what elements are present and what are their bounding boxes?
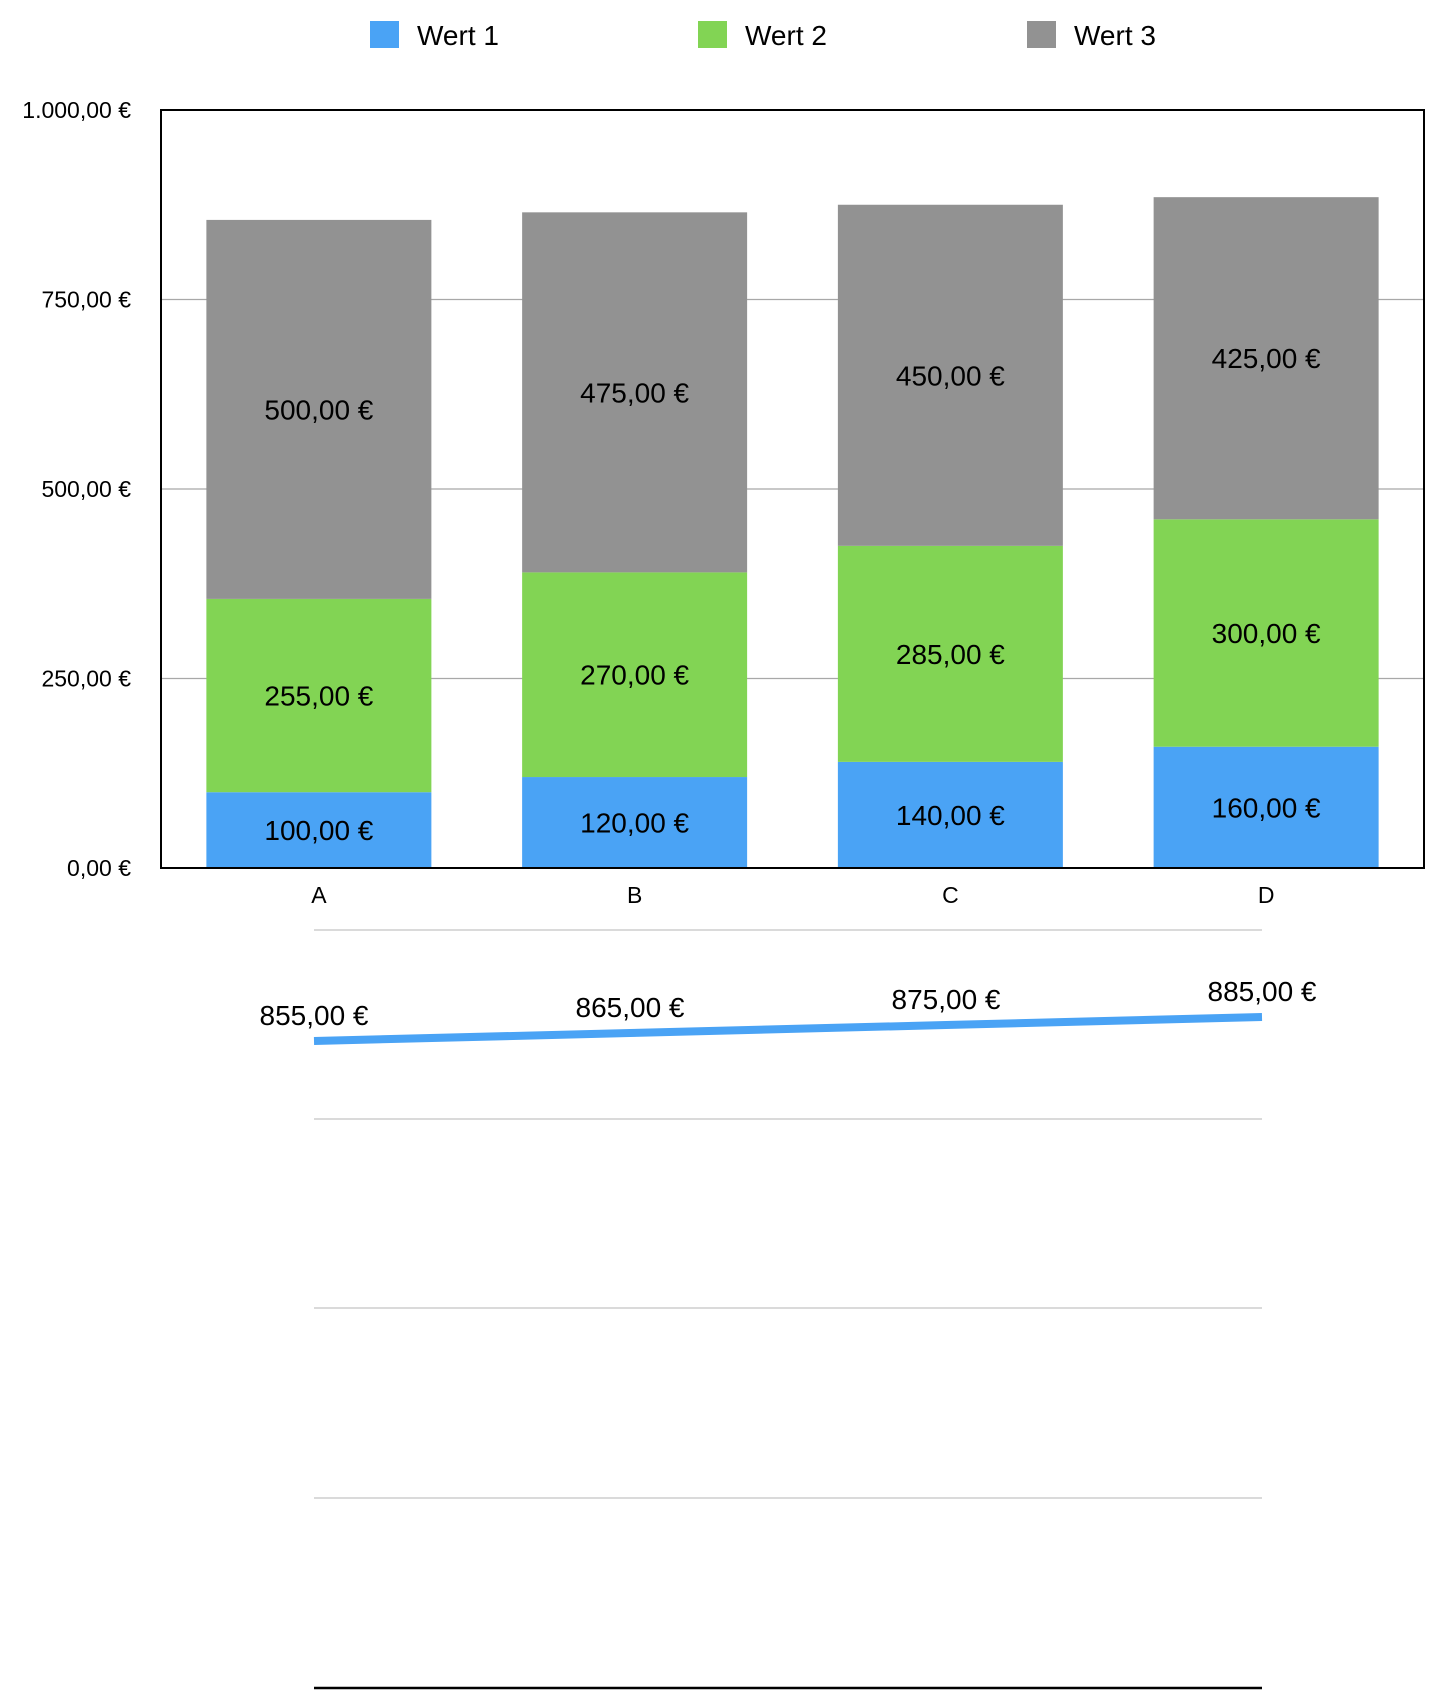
data-label-C-series-2: 285,00 € [896,639,1005,670]
x-tick-label-C: C [942,882,959,908]
bar-chart-bars [206,197,1379,868]
line-chart-series [313,1013,1263,1045]
bar-D-series-1 [1153,746,1379,868]
line-series-1 [313,1013,1263,1045]
data-label-C-series-1: 140,00 € [896,800,1005,831]
y-tick-label-3: 750,00 € [41,287,131,313]
bar-A-series-1 [206,792,432,868]
bar-C-series-3 [837,204,1063,546]
y-tick-label-4: 1.000,00 € [22,97,131,123]
y-tick-label-2: 500,00 € [41,476,131,502]
bar-chart-x-tick-labels: A B C D [311,882,1274,908]
bar-B-series-1 [522,777,748,868]
line-data-label-B: 865,00 € [576,992,685,1023]
bar-A-series-2 [206,598,432,793]
bar-B-series-2 [522,572,748,778]
x-tick-label-B: B [627,882,642,908]
data-label-B-series-3: 475,00 € [580,377,689,408]
data-label-A-series-3: 500,00 € [264,394,373,425]
legend-swatch-2 [698,21,727,48]
y-tick-label-1: 250,00 € [41,666,131,692]
bar-A-series-3 [206,219,432,599]
data-label-D-series-3: 425,00 € [1212,343,1321,374]
data-label-C-series-3: 450,00 € [896,360,1005,391]
legend-label-1: Wert 1 [417,20,499,51]
bar-B-series-3 [522,212,748,573]
data-label-B-series-2: 270,00 € [580,660,689,691]
bar-C-series-1 [837,761,1063,868]
legend: Wert 1 Wert 2 Wert 3 [370,20,1156,51]
line-data-label-C: 875,00 € [892,984,1001,1015]
data-label-A-series-1: 100,00 € [264,815,373,846]
legend-swatch-1 [370,21,399,48]
line-chart-gridlines [314,929,1262,1690]
line-data-label-A: 855,00 € [260,1000,369,1031]
bar-chart-data-labels: 100,00 € 255,00 € 500,00 € 120,00 € 270,00 €… [264,343,1321,846]
x-tick-label-D: D [1258,882,1275,908]
legend-swatch-3 [1027,21,1056,48]
line-chart-data-labels: 855,00 € 865,00 € 875,00 € 885,00 € [260,976,1317,1031]
bar-chart-y-tick-labels: 0,00 € 250,00 € 500,00 € 750,00 € 1.000,00 € [22,97,131,881]
bar-D-series-2 [1153,519,1379,747]
legend-label-3: Wert 3 [1074,20,1156,51]
data-label-B-series-1: 120,00 € [580,808,689,839]
legend-label-2: Wert 2 [745,20,827,51]
x-tick-label-A: A [311,882,327,908]
data-label-D-series-2: 300,00 € [1212,618,1321,649]
bar-C-series-2 [837,545,1063,762]
bar-D-series-3 [1153,197,1379,520]
y-tick-label-0: 0,00 € [67,855,131,881]
line-data-label-D: 885,00 € [1208,976,1317,1007]
data-label-D-series-1: 160,00 € [1212,792,1321,823]
bar-chart-plot-frame [160,109,1425,869]
data-label-A-series-2: 255,00 € [264,681,373,712]
